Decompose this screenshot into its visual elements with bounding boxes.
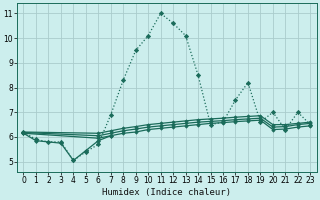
X-axis label: Humidex (Indice chaleur): Humidex (Indice chaleur) bbox=[102, 188, 231, 197]
